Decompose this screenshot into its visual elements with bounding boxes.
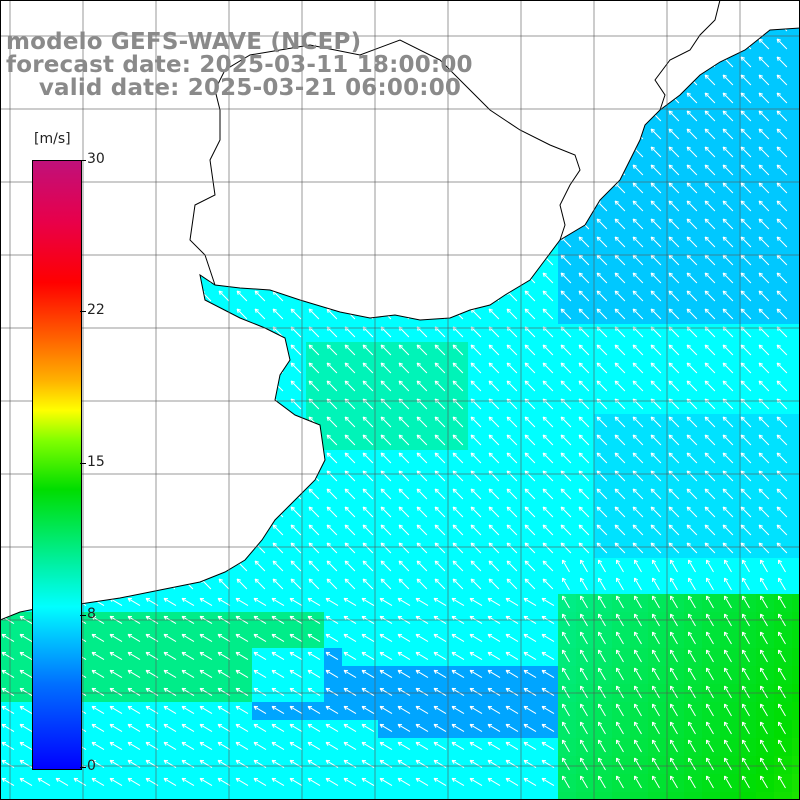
colorbar-tick-label: 30 bbox=[87, 151, 105, 167]
colorbar-tick-label: 0 bbox=[87, 758, 96, 774]
model-title: modelo GEFS-WAVE (NCEP) bbox=[6, 29, 362, 55]
colorbar-tick-label: 15 bbox=[87, 454, 105, 470]
forecast-date: forecast date: 2025-03-11 18:00:00 bbox=[6, 52, 473, 78]
colorbar-unit: [m/s] bbox=[34, 131, 71, 147]
colorbar-tick-label: 8 bbox=[87, 606, 96, 622]
colorbar bbox=[32, 160, 82, 770]
valid-date: valid date: 2025-03-21 06:00:00 bbox=[6, 75, 462, 101]
land-mask bbox=[0, 0, 800, 621]
colorbar-tick-label: 22 bbox=[87, 302, 105, 318]
